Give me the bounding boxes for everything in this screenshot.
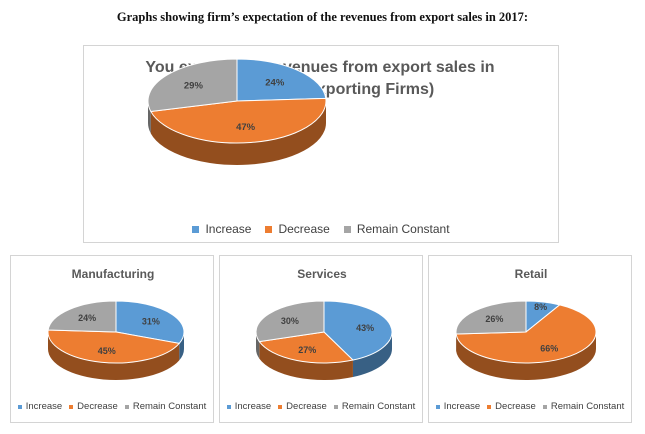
data-label-increase: 8% [534, 302, 547, 312]
pie-slice-remain-constant [47, 300, 117, 333]
legend-item-remain-constant: Remain Constant [343, 222, 450, 236]
pie-slice-decrease [258, 331, 354, 364]
legend-retail: Increase Decrease Remain Constant [429, 401, 631, 412]
pie-slice-remain-constant [455, 300, 527, 335]
slice-side-remain-constant [256, 332, 260, 359]
chart-panel-retail: Retail 8% 66% 26% Increase Decrease Remain Co… [428, 255, 632, 423]
chart-title: Services [297, 267, 347, 281]
legend-label: Increase [205, 222, 252, 236]
legend-services: Increase Decrease Remain Constant [220, 401, 422, 412]
chart-title: Manufacturing [72, 267, 155, 281]
legend-swatch-decrease [69, 404, 74, 409]
data-label-decrease: 66% [540, 343, 558, 353]
pie-slice-increase [115, 300, 185, 344]
pie-slice-decrease [455, 304, 597, 364]
slice-side-decrease [456, 332, 596, 380]
legend-label: Decrease [286, 401, 327, 412]
legend-swatch-increase [192, 225, 200, 233]
legend-label: Increase [234, 401, 272, 412]
legend-label: Decrease [77, 401, 118, 412]
data-label-decrease: 47% [236, 122, 256, 133]
legend-swatch-decrease [487, 404, 492, 409]
legend-label: Remain Constant [550, 401, 625, 412]
pie-slice-remain-constant [147, 58, 238, 112]
legend-swatch-decrease [278, 404, 283, 409]
data-label-increase: 43% [356, 323, 374, 333]
chart-title: Retail [515, 267, 548, 281]
pie-slice-increase [323, 300, 393, 361]
pie-chart-manufacturing: Manufacturing 31% 45% 24% [47, 267, 185, 380]
legend-label: Remain Constant [341, 401, 416, 412]
legend-swatch-remain-constant [124, 404, 129, 409]
legend-item-remain-constant: Remain Constant [333, 401, 416, 412]
legend-swatch-increase [435, 404, 440, 409]
legend-all-firms: Increase Decrease Remain Constant [84, 222, 558, 236]
pie-chart-retail: Retail 8% 66% 26% [455, 267, 597, 380]
pie-chart-services: Services 43% 27% 30% [255, 267, 393, 380]
legend-swatch-decrease [265, 225, 273, 233]
legend-manufacturing: Increase Decrease Remain Constant [11, 401, 213, 412]
pie-chart-all-firms: You expect that revenues from export sal… [145, 58, 495, 166]
slice-side-remain-constant [148, 101, 151, 134]
slice-side-decrease [259, 341, 353, 380]
data-label-remain-constant: 30% [281, 316, 299, 326]
legend-item-decrease: Decrease [278, 401, 327, 412]
legend-item-decrease: Decrease [69, 401, 118, 412]
slice-side-decrease [150, 101, 326, 166]
legend-swatch-increase [17, 404, 22, 409]
slice-side-increase [352, 332, 392, 378]
legend-swatch-remain-constant [343, 225, 351, 233]
slice-side-decrease [48, 332, 180, 380]
pie-slice-increase [236, 58, 327, 102]
legend-item-decrease: Decrease [487, 401, 536, 412]
legend-label: Increase [25, 401, 63, 412]
legend-item-increase: Increase [192, 222, 251, 236]
legend-item-decrease: Decrease [265, 222, 330, 236]
pie-slice-decrease [150, 97, 327, 144]
legend-label: Decrease [495, 401, 536, 412]
data-label-increase: 24% [265, 77, 285, 88]
data-label-decrease: 45% [98, 346, 116, 356]
data-label-increase: 31% [142, 316, 160, 326]
pie-slice-decrease [47, 329, 181, 364]
legend-item-increase: Increase [226, 401, 272, 412]
data-label-remain-constant: 29% [184, 80, 204, 91]
legend-label: Decrease [278, 222, 330, 236]
legend-label: Remain Constant [356, 222, 450, 236]
data-label-remain-constant: 24% [78, 313, 96, 323]
slice-side-increase [179, 332, 184, 361]
data-label-remain-constant: 26% [485, 314, 503, 324]
pie-slice-remain-constant [255, 300, 325, 343]
chart-panel-manufacturing: Manufacturing 31% 45% 24% Increase Decrease R… [10, 255, 214, 423]
legend-label: Increase [443, 401, 481, 412]
legend-item-remain-constant: Remain Constant [542, 401, 625, 412]
legend-item-remain-constant: Remain Constant [124, 401, 207, 412]
legend-swatch-increase [226, 404, 231, 409]
legend-item-increase: Increase [17, 401, 63, 412]
legend-item-increase: Increase [435, 401, 481, 412]
data-label-decrease: 27% [298, 345, 316, 355]
chart-panel-services: Services 43% 27% 30% Increase Decrease Remain… [219, 255, 423, 423]
page-heading: Graphs showing firm’s expectation of the… [116, 10, 529, 24]
legend-swatch-remain-constant [333, 404, 338, 409]
legend-label: Remain Constant [132, 401, 207, 412]
legend-swatch-remain-constant [542, 404, 547, 409]
chart-panel-all-firms: You expect that revenues from export sal… [83, 45, 559, 243]
